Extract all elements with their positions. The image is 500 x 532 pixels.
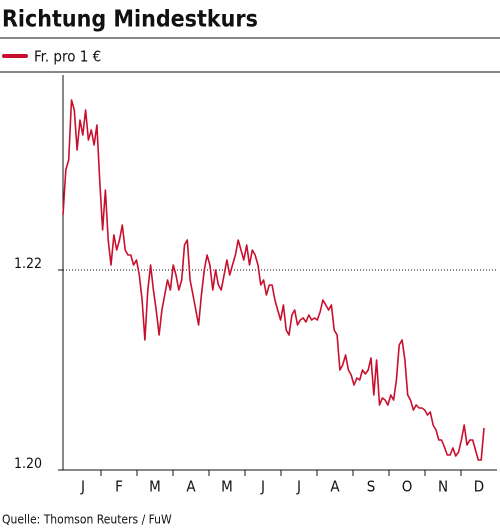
x-tick-label: J — [80, 478, 85, 496]
x-tick-label: J — [260, 478, 265, 496]
x-tick-label: A — [186, 478, 196, 496]
x-tick-label: F — [115, 478, 123, 496]
price-line — [62, 99, 485, 461]
x-tick-label: D — [474, 478, 484, 496]
y-tick-label: 1.20 — [14, 456, 42, 472]
x-tick-label: O — [402, 478, 413, 496]
x-tick-label: M — [221, 478, 233, 496]
x-tick-label: J — [296, 478, 301, 496]
x-tick-label: M — [149, 478, 161, 496]
chart-title: Richtung Mindestkurs — [2, 7, 258, 33]
y-tick-label: 1.22 — [14, 256, 42, 272]
x-tick-label: A — [330, 478, 340, 496]
x-tick-label: N — [438, 478, 448, 496]
legend-label: Fr. pro 1 € — [34, 48, 101, 66]
x-tick-label: S — [367, 478, 376, 496]
source: Quelle: Thomson Reuters / FuW — [2, 513, 172, 527]
